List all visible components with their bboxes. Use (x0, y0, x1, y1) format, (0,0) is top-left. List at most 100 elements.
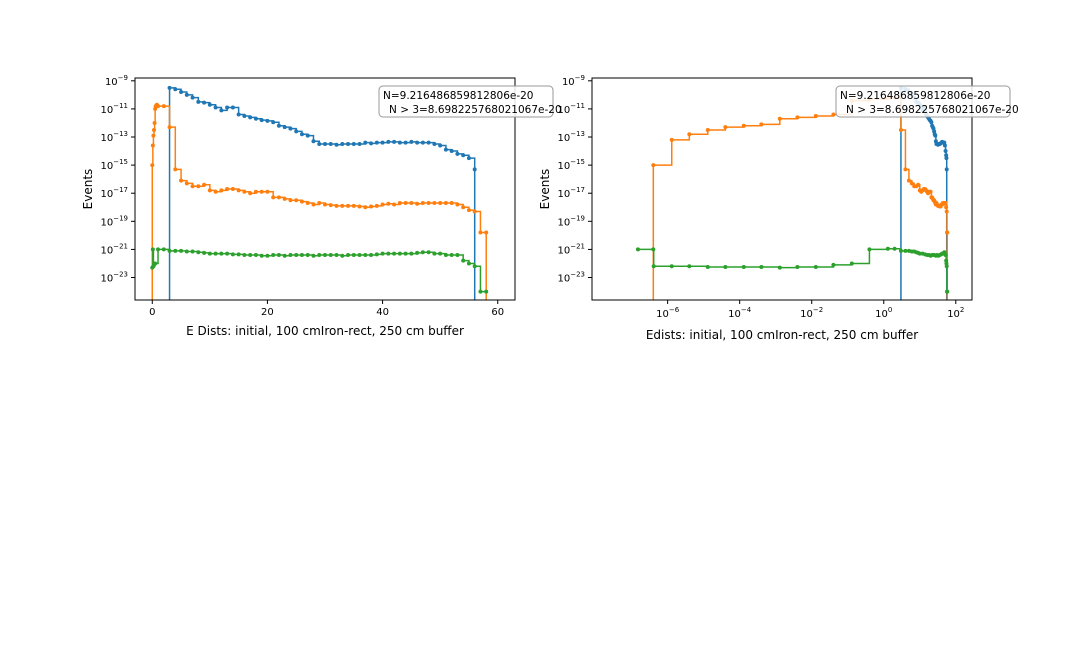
left-series-orange-point (179, 178, 184, 183)
left-series-orange-point (449, 201, 454, 206)
left-series-green-point (363, 253, 368, 258)
left-plot: 10−9 10−11 10−13 10−15 10−17 10−19 10−21 10−23 0… (81, 74, 562, 338)
left-series-blue-point (190, 95, 195, 100)
left-series-blue-point (426, 140, 431, 145)
right-series-green-point (945, 289, 950, 294)
left-series-green-point (179, 248, 184, 253)
left-series-orange-point (420, 201, 425, 206)
right-series-green-point (651, 247, 656, 252)
left-series-orange-point (386, 201, 391, 206)
left-series-blue-point (328, 142, 333, 147)
right-series-orange-point (705, 127, 710, 132)
left-series-orange-point (150, 143, 155, 148)
right-x-tick-label: 10−6 (656, 306, 680, 320)
left-series-orange-point (230, 187, 235, 191)
right-series-orange-point (906, 178, 911, 183)
right-series-green-point (651, 264, 656, 269)
left-series-blue-point (236, 112, 241, 117)
left-series-green-point (386, 251, 391, 256)
left-y-tick-label: 10−9 (105, 74, 128, 88)
left-series-blue-point (386, 139, 391, 144)
left-series-green-point (161, 247, 166, 252)
left-series-green-point (253, 253, 258, 258)
left-series-green-point (323, 253, 327, 258)
left-series-orange-point (282, 196, 287, 201)
left-series-blue-point (340, 142, 345, 147)
right-series-orange-point (795, 115, 800, 120)
left-series-orange-point (478, 230, 483, 235)
left-series-green-point (294, 253, 299, 258)
right-series-green-point (759, 264, 764, 269)
left-series-orange-point (305, 201, 310, 206)
left-series-green-point (190, 249, 195, 254)
left-y-tick-label: 10−11 (100, 102, 128, 116)
left-series-orange-point (294, 198, 299, 203)
right-series-orange-point (741, 123, 746, 128)
left-series-orange-point (323, 202, 327, 207)
left-series-green-point (230, 252, 235, 257)
left-series-blue-point (432, 142, 437, 147)
right-plot-axes-layer: 10−9 10−11 10−13 10−15 10−17 10−19 10−21 10−23 1… (557, 74, 964, 320)
left-series-green-point (340, 253, 345, 258)
left-series-blue-point (282, 125, 287, 130)
left-series-blue-point (392, 139, 397, 144)
left-y-axis-label: Events (81, 169, 95, 210)
left-series-orange-point (466, 208, 471, 213)
left-series-orange-point (152, 120, 157, 125)
left-series-orange-point (202, 182, 207, 187)
right-series-blue-point (942, 143, 947, 148)
left-series-orange-point (426, 201, 431, 206)
left-series-orange-point (392, 202, 397, 207)
right-series-green-point (885, 246, 890, 251)
right-plot-frame (591, 77, 973, 301)
left-series-green-point (305, 253, 310, 258)
left-series-green-point (374, 252, 379, 257)
left-series-blue-point (179, 90, 184, 95)
left-series-orange-point (276, 195, 281, 200)
right-series-orange-point (898, 127, 903, 132)
left-series-blue-point (397, 140, 402, 145)
left-series-orange-point (248, 191, 253, 196)
left-series-blue-point (443, 147, 448, 152)
right-y-tick-label: 10−13 (557, 130, 585, 144)
left-series-orange-point (484, 230, 489, 235)
left-series-orange-point (156, 104, 161, 109)
left-series-green-point (409, 251, 414, 256)
left-series-green-point (484, 289, 489, 294)
left-series-orange-point (253, 189, 258, 194)
left-series-green-point (461, 258, 466, 263)
left-y-tick-label: 10−15 (100, 158, 128, 172)
right-series-orange-point (831, 112, 836, 117)
left-series-green-point (299, 253, 304, 258)
left-series-green-point (219, 251, 224, 256)
right-series-blue-point (929, 120, 934, 125)
left-series-blue-point (242, 113, 247, 118)
left-series-blue-point (311, 139, 316, 144)
right-annotation-box: N=9.216486859812806e-20 N > 3=8.69822576… (835, 85, 1019, 118)
right-y-tick-label: 10−21 (557, 242, 585, 256)
left-series-green-point (167, 248, 172, 253)
left-series-orange-point (196, 184, 201, 189)
left-series-green-point (392, 251, 397, 256)
left-series-green-point (248, 253, 253, 258)
left-series-orange-point (151, 133, 156, 138)
right-series-orange-point (669, 137, 674, 142)
left-series-green-point (380, 251, 385, 256)
left-series-green-point (357, 253, 362, 258)
right-series-green-point (635, 247, 640, 252)
left-series-green-point (397, 251, 402, 256)
right-series-green-point (741, 264, 746, 269)
left-plot-frame (134, 77, 516, 301)
left-series-blue-point (299, 132, 304, 137)
right-annotation-frame (835, 85, 1011, 118)
right-x-tick-label: 10−2 (800, 306, 823, 320)
left-series-green-point (403, 251, 408, 256)
left-x-tick-label: 0 (149, 307, 155, 318)
right-series-orange-line (652, 96, 949, 300)
left-series-orange-point (432, 201, 437, 206)
left-series-blue-point (288, 126, 293, 131)
left-annotation-line1: N=9.216486859812806e-20 (383, 90, 534, 102)
left-series-green-point (334, 253, 339, 258)
right-series-blue-point (944, 156, 949, 161)
